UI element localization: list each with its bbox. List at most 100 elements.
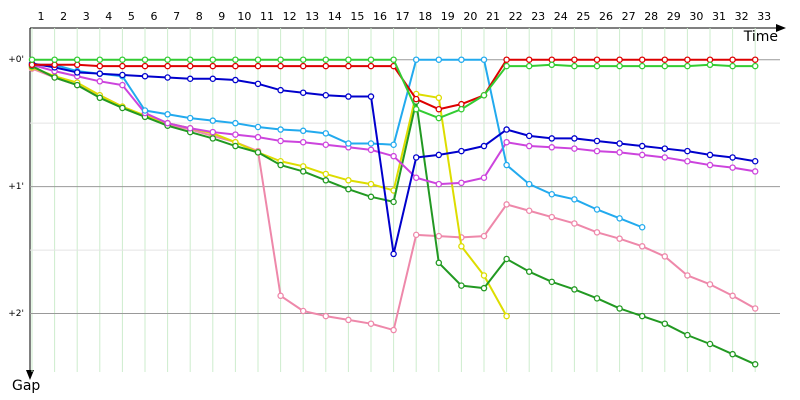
data-point: [729, 292, 736, 300]
data-point: [141, 62, 149, 70]
data-point: [96, 94, 104, 102]
data-point: [706, 161, 714, 169]
data-point: [525, 56, 533, 63]
data-point: [548, 56, 556, 63]
data-point: [435, 151, 443, 159]
data-point: [638, 62, 646, 70]
data-point: [299, 168, 307, 175]
data-point: [593, 229, 601, 236]
data-point: [164, 119, 171, 127]
data-point: [390, 250, 397, 258]
data-point: [367, 146, 375, 154]
x-tick-label: 21: [486, 10, 500, 23]
data-point: [119, 104, 126, 112]
data-point: [209, 75, 217, 83]
x-tick-label: 23: [531, 10, 545, 23]
data-point: [706, 61, 714, 69]
data-point: [571, 286, 578, 293]
data-point: [525, 132, 533, 140]
data-point: [638, 151, 646, 159]
data-point: [164, 111, 171, 118]
data-point: [119, 71, 126, 79]
data-point: [729, 164, 736, 171]
x-tick-label: 29: [667, 10, 681, 23]
data-point: [73, 61, 81, 69]
data-point: [367, 140, 375, 147]
data-point: [480, 92, 488, 99]
data-point: [525, 142, 533, 150]
data-point: [96, 70, 104, 77]
x-tick-label: 10: [237, 10, 251, 23]
data-point: [322, 312, 330, 320]
x-tick-label: 31: [712, 10, 726, 23]
series-line: [31, 66, 508, 317]
data-point: [638, 56, 646, 63]
x-tick-label: 18: [418, 10, 432, 23]
data-point: [706, 56, 714, 63]
x-tick-label: 33: [757, 10, 771, 23]
data-point: [254, 56, 262, 63]
data-point: [209, 56, 217, 63]
data-point: [164, 74, 171, 81]
data-point: [73, 81, 81, 89]
data-point: [345, 177, 352, 184]
data-point: [480, 56, 488, 63]
data-point: [525, 207, 533, 214]
data-point: [616, 62, 623, 70]
y-tick-label: +1': [8, 182, 24, 192]
data-point: [322, 62, 330, 70]
data-point: [277, 56, 284, 63]
x-tick-label: 5: [128, 10, 135, 23]
data-point: [661, 62, 669, 70]
data-point: [209, 128, 217, 136]
data-point: [480, 142, 488, 150]
data-point: [345, 62, 352, 70]
data-point: [638, 223, 646, 231]
x-tick-label: 20: [463, 10, 477, 23]
data-point: [503, 126, 510, 133]
data-point: [458, 105, 465, 113]
x-tick-label: 26: [599, 10, 613, 23]
data-point: [299, 163, 307, 170]
data-point: [616, 305, 623, 312]
data-point: [412, 105, 420, 113]
data-point: [458, 56, 465, 63]
data-point: [548, 135, 556, 142]
x-tick-label: 28: [644, 10, 658, 23]
x-tick-label: 19: [441, 10, 455, 23]
data-point: [390, 56, 397, 63]
data-point: [729, 154, 736, 161]
data-point: [616, 235, 623, 242]
data-point: [751, 56, 759, 63]
data-point: [435, 259, 443, 267]
data-point: [209, 135, 217, 142]
data-point: [367, 93, 375, 100]
data-point: [119, 81, 126, 89]
x-tick-label: 8: [196, 10, 203, 23]
data-point: [232, 142, 239, 150]
data-point: [435, 180, 443, 188]
data-point: [51, 74, 58, 81]
data-point: [751, 361, 759, 368]
data-point: [751, 62, 759, 70]
data-point: [209, 117, 217, 124]
data-point: [232, 56, 239, 63]
data-point: [593, 56, 601, 63]
data-point: [232, 131, 239, 138]
x-tick-label: 25: [576, 10, 590, 23]
x-tick-label: 2: [60, 10, 67, 23]
data-point: [299, 127, 307, 135]
data-point: [367, 193, 375, 201]
data-point: [435, 114, 443, 122]
data-point: [322, 177, 330, 184]
y-tick-label: +0': [8, 55, 24, 65]
data-point: [141, 56, 149, 63]
data-point: [412, 95, 420, 103]
data-point: [503, 201, 510, 208]
x-tick-label: 4: [105, 10, 112, 23]
x-tick-label: 12: [283, 10, 297, 23]
data-point: [299, 62, 307, 70]
data-point: [390, 152, 397, 160]
data-point: [277, 292, 284, 300]
